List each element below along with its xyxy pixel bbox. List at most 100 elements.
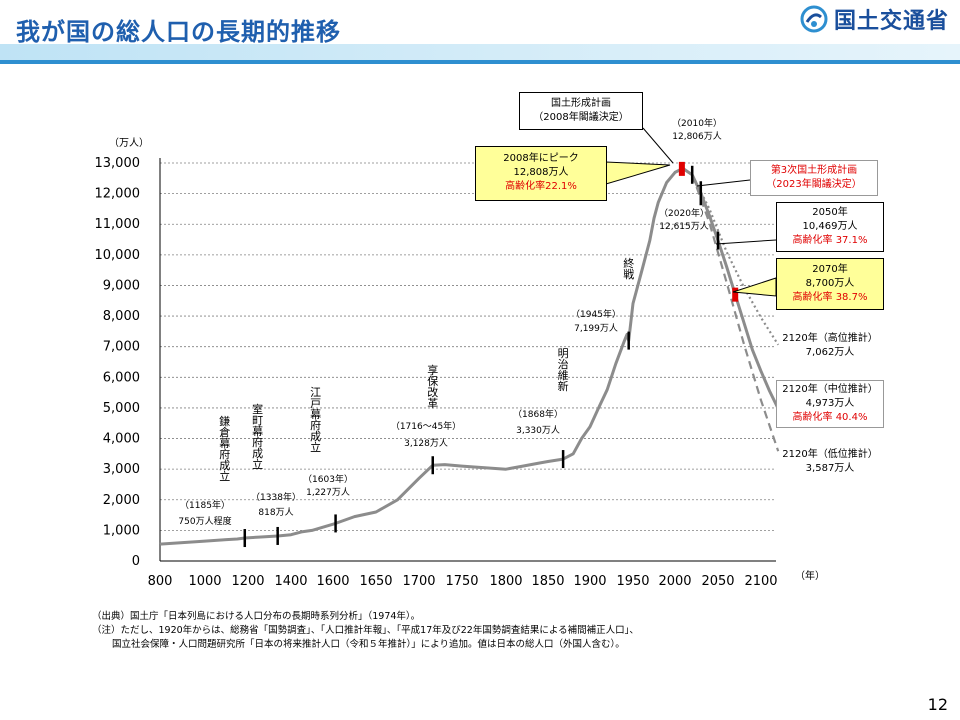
y-tick-label: 10,000 [95, 248, 141, 263]
x-tick-label: 1850 [531, 574, 564, 589]
x-tick-label: 1800 [489, 574, 522, 589]
y2070-pointer [732, 277, 777, 297]
callout-mid: 2120年（中位推計） 4,973万人 高齢化率 40.4% [776, 380, 884, 428]
y-tick-label: 6,000 [103, 370, 140, 385]
callout-low-line1: 2120年（低位推計） [782, 449, 878, 460]
callout-2050-line1: 2050年 [812, 207, 848, 218]
event-value: 3,330万人 [516, 425, 560, 436]
event-label: 鎌倉幕府成立 [219, 414, 230, 483]
callout-2050-line2: 10,469万人 [802, 221, 858, 232]
y-tick-label: 13,000 [95, 156, 141, 171]
callout-high-line2: 7,062万人 [805, 347, 855, 358]
x-tick-label: 1900 [573, 574, 606, 589]
y-tick-label: 12,000 [95, 187, 141, 202]
series-line-dotted [691, 174, 780, 346]
x-tick-label: 1000 [188, 574, 221, 589]
event-year: （1185年） [180, 499, 230, 511]
series-line-dashed [691, 174, 780, 452]
callout-plan2008-line2: （2008年閣議決定） [533, 112, 629, 123]
y-tick-label: 5,000 [103, 401, 140, 416]
callout-mid-line3: 高齢化率 40.4% [792, 412, 868, 423]
page-title: 我が国の総人口の長期的推移 [16, 18, 341, 46]
ministry-logo: 国土交通省 [800, 4, 949, 34]
footnote-source: （出典）国土庁「日本列島における人口分布の長期時系列分析」（1974年）。 [92, 611, 421, 622]
event-year: （1603年） [303, 473, 353, 485]
footnote-note-cont: 国立社会保障・人口問題研究所「日本の将来推計人口（令和５年推計）」により追加。値… [112, 639, 625, 650]
event-year: （1716～45年） [391, 420, 461, 432]
callout-low: 2120年（低位推計） 3,587万人 [776, 448, 884, 480]
callout-peak-line3: 高齢化率22.1% [505, 181, 577, 192]
x-tick-label: 1650 [359, 574, 392, 589]
callout-peak: 2008年にピーク 12,808万人 高齢化率22.1% [475, 146, 607, 201]
event-label: 終戦 [623, 256, 634, 281]
callout-plan2023-line2: （2023年閣議決定） [766, 179, 862, 190]
event-label: 明治維新 [558, 347, 569, 393]
x-tick-label: 1200 [231, 574, 264, 589]
event-value: 750万人程度 [178, 515, 231, 527]
ministry-name: 国土交通省 [834, 9, 950, 34]
x-tick-label: 1400 [274, 574, 307, 589]
callout-plan2023-line1: 第3次国土形成計画 [770, 165, 858, 176]
y-tick-label: 1,000 [103, 523, 140, 538]
plan2008-pointer [642, 127, 674, 164]
callout-2010-line2: 12,806万人 [672, 132, 722, 142]
x-tick-label: 800 [148, 574, 173, 589]
event-value: 818万人 [258, 507, 293, 518]
event-label: 室町幕府成立 [252, 402, 263, 471]
event-year: （1945年） [571, 308, 621, 320]
y-tick-label: 9,000 [103, 278, 140, 293]
callout-plan2023: 第3次国土形成計画 （2023年閣議決定） [750, 160, 878, 196]
page-number: 12 [927, 695, 948, 714]
callout-mid-line2: 4,973万人 [805, 398, 855, 409]
callout-2070-line2: 8,700万人 [805, 278, 855, 289]
x-tick-label: 1750 [445, 574, 478, 589]
callout-2010: （2010年） 12,806万人 [652, 118, 742, 146]
event-value: 3,128万人 [404, 438, 448, 449]
callout-low-line2: 3,587万人 [805, 463, 855, 474]
callout-mid-line1: 2120年（中位推計） [782, 384, 878, 395]
event-label: 江戸幕府成立 [310, 386, 321, 454]
x-tick-label: 1700 [402, 574, 435, 589]
peak-pointer [605, 161, 671, 185]
y-tick-label: 3,000 [103, 462, 140, 477]
x-tick-label: 2100 [744, 574, 777, 589]
event-value: 7,199万人 [574, 323, 618, 334]
callout-plan2008: 国土形成計画 （2008年閣議決定） [519, 92, 643, 130]
event-value: 1,227万人 [306, 487, 350, 498]
event-value: 12,615万人 [659, 221, 709, 232]
highlight-mark [732, 287, 739, 302]
mlit-logo-icon [800, 5, 828, 33]
event-year: （1338年） [251, 491, 301, 503]
x-tick-label: 1950 [616, 574, 649, 589]
highlight-mark [678, 161, 685, 176]
callout-2010-line1: （2010年） [672, 119, 722, 129]
header-rule [0, 60, 960, 64]
callout-plan2008-line1: 国土形成計画 [551, 98, 611, 109]
callout-2070-line1: 2070年 [812, 264, 848, 275]
callout-peak-line1: 2008年にピーク [503, 153, 579, 164]
y-tick-label: 4,000 [103, 432, 140, 447]
callout-high-line1: 2120年（高位推計） [782, 333, 878, 344]
y-axis-label: （万人） [109, 137, 149, 149]
y-tick-label: 0 [132, 554, 140, 569]
event-label: 享保改革 [427, 363, 438, 410]
plan2023-pointer [696, 179, 751, 187]
callout-peak-line2: 12,808万人 [513, 167, 569, 178]
y-tick-label: 2,000 [103, 493, 140, 508]
footnote-note: （注）ただし、1920年からは、総務省「国勢調査」、「人口推計年報」、「平成17… [92, 625, 639, 636]
callout-high: 2120年（高位推計） 7,062万人 [776, 332, 884, 364]
y-tick-label: 7,000 [103, 340, 140, 355]
y-tick-label: 8,000 [103, 309, 140, 324]
callout-2050-line3: 高齢化率 37.1% [792, 235, 868, 246]
x-axis-label: （年） [795, 569, 825, 582]
callout-2070-line3: 高齢化率 38.7% [792, 292, 868, 303]
y-tick-label: 11,000 [95, 217, 141, 232]
callout-2050: 2050年 10,469万人 高齢化率 37.1% [776, 202, 884, 252]
x-tick-label: 1600 [316, 574, 349, 589]
event-year: （2020年） [659, 207, 709, 219]
callout-2070: 2070年 8,700万人 高齢化率 38.7% [776, 258, 884, 310]
x-tick-label: 2000 [658, 574, 691, 589]
event-year: （1868年） [513, 408, 563, 420]
x-tick-label: 2050 [701, 574, 734, 589]
